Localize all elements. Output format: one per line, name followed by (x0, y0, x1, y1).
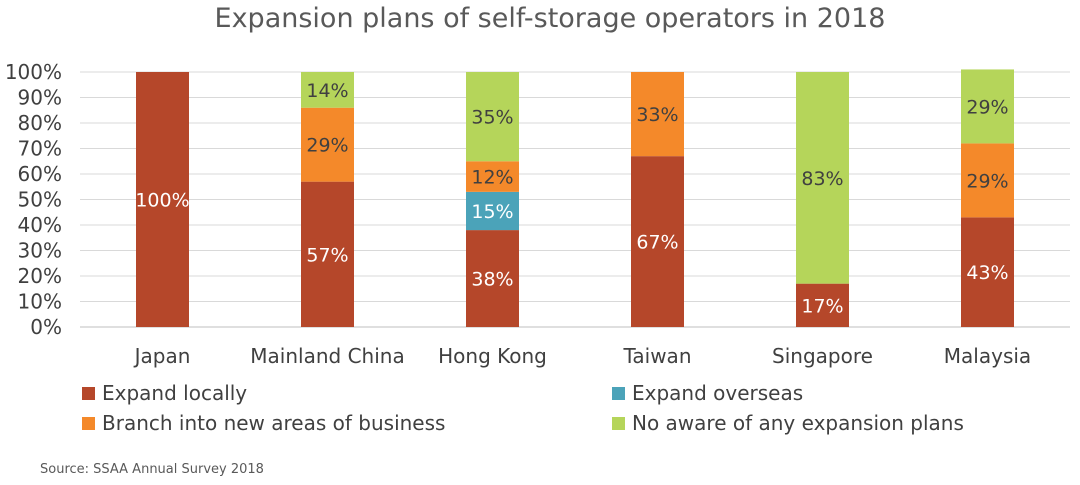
y-axis: 0%10%20%30%40%50%60%70%80%90%100% (5, 60, 62, 339)
gridlines (80, 71, 1070, 328)
y-tick-label: 20% (18, 264, 62, 288)
bar-segment (466, 230, 519, 327)
bar-segment (136, 72, 189, 327)
data-label: 17% (801, 295, 843, 317)
legend-label: Expand locally (102, 381, 247, 405)
x-category-label: Taiwan (622, 344, 691, 368)
bar-segment (466, 161, 519, 192)
bar-segment (961, 143, 1014, 218)
legend-swatch (612, 387, 625, 400)
bar-segment (631, 72, 684, 157)
bars: 100% 57% 29% 14% 38% 15% 12% 35% 67% 33% 17% 83% 43%… (135, 69, 1014, 327)
data-label: 14% (306, 80, 348, 102)
legend-swatch (82, 387, 95, 400)
x-category-label: Hong Kong (438, 344, 547, 368)
y-tick-label: 40% (18, 213, 62, 237)
legend-swatch (82, 417, 95, 430)
data-label: 35% (471, 107, 513, 129)
legend-label: No aware of any expansion plans (632, 411, 964, 435)
chart-title: Expansion plans of self-storage operator… (215, 3, 886, 34)
data-label: 67% (636, 232, 678, 254)
data-label: 29% (966, 96, 1008, 118)
data-label: 12% (471, 167, 513, 189)
y-tick-label: 70% (18, 137, 62, 161)
x-category-label: Singapore (772, 344, 873, 368)
data-label: 29% (306, 135, 348, 157)
legend-label: Expand overseas (632, 381, 803, 405)
y-tick-label: 90% (18, 86, 62, 110)
data-label: 100% (135, 190, 189, 212)
bar-segment (961, 217, 1014, 327)
data-label: 83% (801, 168, 843, 190)
data-label: 38% (471, 269, 513, 291)
bar-segment (796, 283, 849, 327)
data-label: 33% (636, 104, 678, 126)
bar-segment (796, 72, 849, 284)
legend-label: Branch into new areas of business (102, 411, 445, 435)
bar-segment (961, 69, 1014, 144)
bar-segment (466, 72, 519, 162)
source-note: Source: SSAA Annual Survey 2018 (40, 462, 264, 477)
y-tick-label: 30% (18, 239, 62, 263)
y-tick-label: 0% (30, 315, 62, 339)
bar-segment (466, 191, 519, 231)
x-category-label: Mainland China (250, 344, 404, 368)
data-label: 57% (306, 244, 348, 266)
legend-swatch (612, 417, 625, 430)
data-label: 15% (471, 201, 513, 223)
legend: Expand locally Expand overseas Branch into… (82, 381, 964, 435)
y-tick-label: 80% (18, 111, 62, 135)
data-label: 43% (966, 262, 1008, 284)
y-tick-label: 50% (18, 188, 62, 212)
y-tick-label: 10% (18, 290, 62, 314)
x-category-label: Malaysia (944, 344, 1031, 368)
y-tick-label: 60% (18, 162, 62, 186)
data-label: 29% (966, 170, 1008, 192)
bar-segment (301, 72, 354, 108)
bar-segment (301, 107, 354, 182)
bar-segment (631, 156, 684, 327)
x-axis: Japan Mainland China Hong Kong Taiwan Singap… (133, 344, 1032, 368)
y-tick-label: 100% (5, 60, 62, 84)
bar-segment (301, 181, 354, 327)
x-category-label: Japan (133, 344, 191, 368)
